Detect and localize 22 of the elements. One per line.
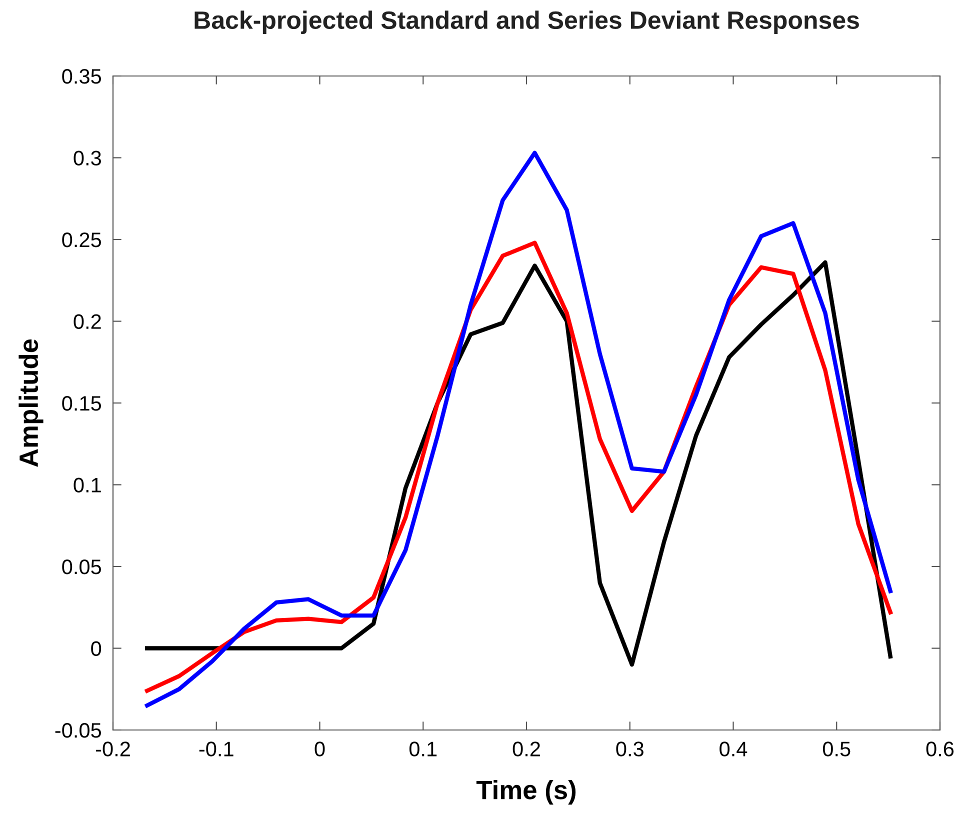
x-tick-label: 0 bbox=[314, 742, 325, 756]
x-tick-label: 0.2 bbox=[512, 742, 540, 756]
y-tick-label: 0.3 bbox=[74, 150, 101, 166]
y-tick-label: 0.15 bbox=[62, 396, 102, 411]
y-tick-label: 0.2 bbox=[74, 314, 101, 330]
x-tick-label: 0.5 bbox=[822, 742, 850, 756]
y-tick-label: 0 bbox=[91, 641, 102, 656]
y-axis-title: Amplitude bbox=[18, 339, 44, 467]
x-tick-label: 0.6 bbox=[926, 742, 954, 756]
x-axis-title: Time (s) bbox=[476, 780, 576, 805]
x-tick-label: 0.3 bbox=[616, 742, 644, 756]
y-tick-label: 0.1 bbox=[74, 478, 101, 493]
x-tick-label: 0.4 bbox=[720, 742, 748, 756]
x-tick-label: -0.2 bbox=[96, 742, 130, 756]
y-tick-label: 0.25 bbox=[62, 232, 102, 248]
y-tick-label: -0.05 bbox=[55, 723, 102, 738]
y-tick-label: 0.05 bbox=[62, 560, 102, 574]
y-tick-label: 0.35 bbox=[62, 69, 102, 84]
x-tick-label: 0.1 bbox=[409, 742, 437, 756]
line-series bbox=[145, 150, 892, 708]
x-tick-label: -0.1 bbox=[199, 742, 234, 756]
chart-title: Back-projected Standard and Series Deviant Responses bbox=[194, 10, 859, 34]
